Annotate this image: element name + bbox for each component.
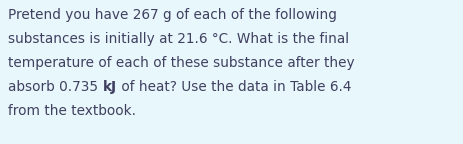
- Text: of heat? Use the data in Table 6.4: of heat? Use the data in Table 6.4: [117, 80, 351, 94]
- Text: absorb 0.735: absorb 0.735: [8, 80, 102, 94]
- Text: kJ: kJ: [102, 80, 117, 94]
- Text: Pretend you have 267 g of each of the following: Pretend you have 267 g of each of the fo…: [8, 8, 337, 22]
- Text: temperature of each of these substance after they: temperature of each of these substance a…: [8, 56, 355, 70]
- Text: from the textbook.: from the textbook.: [8, 104, 136, 118]
- Text: substances is initially at 21.6 °C. What is the final: substances is initially at 21.6 °C. What…: [8, 32, 349, 46]
